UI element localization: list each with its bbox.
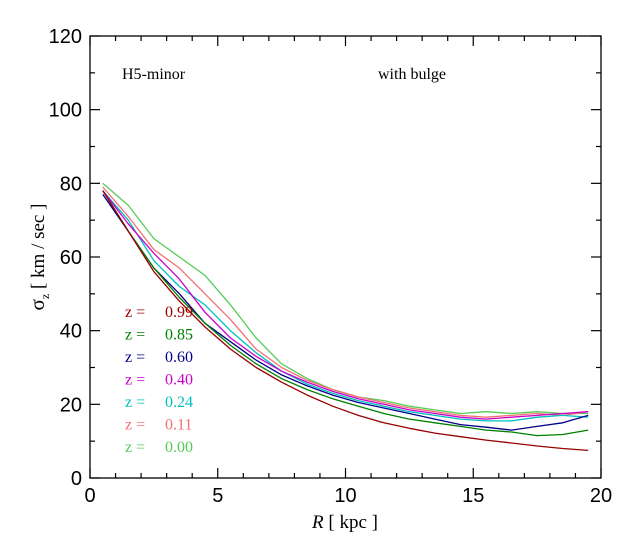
legend-prefix: z = <box>125 349 145 366</box>
annotation-right: with bulge <box>378 66 446 83</box>
series-line-z-0.99 <box>102 190 589 452</box>
y-tick-label: 80 <box>60 173 82 195</box>
legend-value-z-0.00: 0.00 <box>165 439 193 456</box>
y-axis-label-unit: [ km / sec ] <box>28 204 49 294</box>
legend-prefix: z = <box>125 417 145 434</box>
y-axis-label-sub: z <box>38 294 52 299</box>
y-tick-label: 40 <box>60 321 82 343</box>
legend: z = 0.99 z = 0.85 z = 0.60 z = 0.40 z = 0.24 z = 0.… <box>125 304 193 456</box>
y-axis-label-symbol: σ <box>25 299 49 310</box>
legend-prefix: z = <box>125 327 145 344</box>
y-tick-label: 120 <box>49 26 82 48</box>
x-tick-label: 10 <box>334 485 356 507</box>
series-line-z-0.24 <box>102 190 589 422</box>
y-axis-label: σz [ km / sec ] <box>25 204 52 311</box>
series-line-z-0.60 <box>102 194 589 431</box>
plot-area: 0 5 10 15 20 0 20 40 60 80 100 120 <box>49 26 613 507</box>
x-tick-label: 20 <box>590 485 612 507</box>
axis-ticks: 0 5 10 15 20 0 20 40 60 80 100 120 <box>49 26 613 507</box>
y-tick-label: 0 <box>71 468 82 490</box>
legend-prefix: z = <box>125 439 145 456</box>
x-tick-label: 5 <box>212 485 223 507</box>
legend-value-z-0.99: 0.99 <box>165 304 193 321</box>
legend-prefix: z = <box>125 394 145 411</box>
legend-prefix: z = <box>125 372 145 389</box>
legend-value-z-0.24: 0.24 <box>165 394 193 411</box>
plot-frame <box>89 35 602 479</box>
legend-prefix: z = <box>125 304 145 321</box>
annotation-left: H5-minor <box>122 66 186 83</box>
y-tick-label: 100 <box>49 100 82 122</box>
series-line-z-0.85 <box>102 190 589 437</box>
x-tick-label: 15 <box>462 485 484 507</box>
series-line-z-0.11 <box>102 186 589 418</box>
x-axis-label: R [ kpc ] <box>311 512 378 533</box>
x-tick-label: 0 <box>84 485 95 507</box>
y-tick-label: 60 <box>60 247 82 269</box>
legend-value-z-0.85: 0.85 <box>165 327 193 344</box>
legend-value-z-0.11: 0.11 <box>165 417 192 434</box>
legend-value-z-0.60: 0.60 <box>165 349 193 366</box>
series-line-z-0.40 <box>102 190 589 420</box>
x-axis-label-symbol: R <box>311 512 324 533</box>
series-lines <box>102 182 589 452</box>
x-axis-label-unit: [ kpc ] <box>324 512 378 533</box>
y-tick-label: 20 <box>60 394 82 416</box>
legend-value-z-0.40: 0.40 <box>165 372 193 389</box>
